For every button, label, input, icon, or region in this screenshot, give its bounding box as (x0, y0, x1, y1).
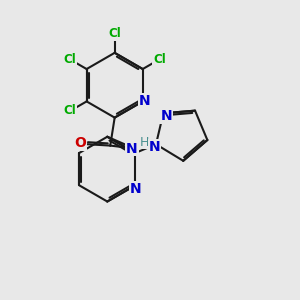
Text: O: O (74, 136, 86, 150)
Text: N: N (160, 109, 172, 123)
Text: Cl: Cl (64, 104, 76, 118)
Text: Cl: Cl (64, 53, 76, 66)
Text: Cl: Cl (108, 27, 121, 40)
Text: H: H (140, 136, 149, 148)
Text: Cl: Cl (153, 53, 166, 66)
Text: N: N (126, 142, 138, 155)
Text: N: N (139, 94, 151, 108)
Text: N: N (130, 182, 141, 196)
Text: N: N (149, 140, 161, 154)
